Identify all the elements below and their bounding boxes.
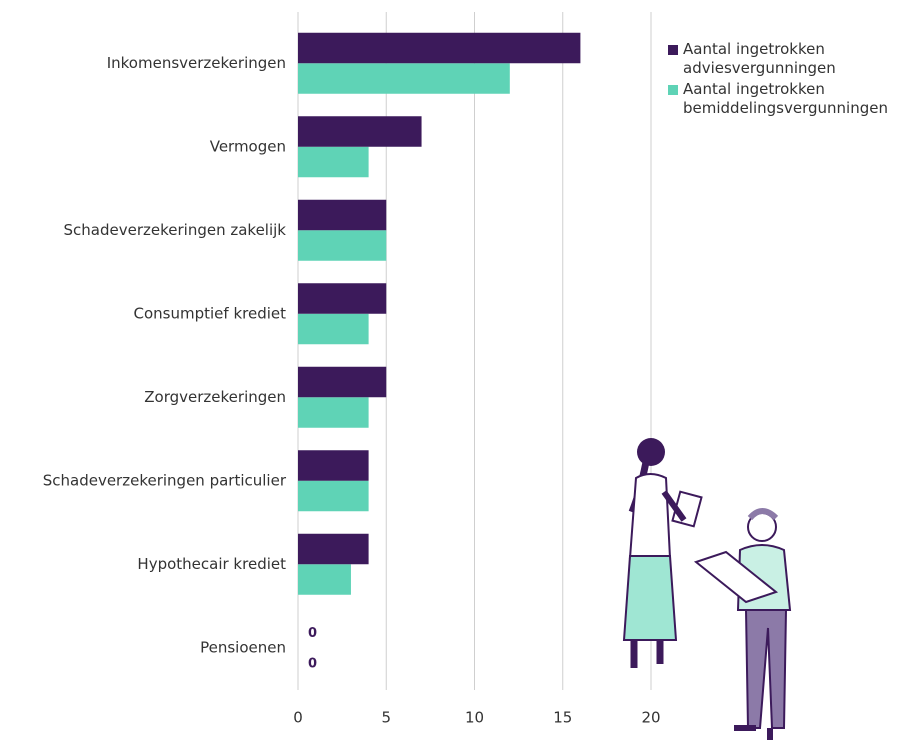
bar <box>298 116 422 147</box>
bar <box>298 146 369 178</box>
y-tick-label: Schadeverzekeringen zakelijk <box>64 221 287 239</box>
bar <box>298 480 369 512</box>
bar <box>298 230 387 261</box>
legend-label: Aantal ingetrokken bemiddelingsvergunnin… <box>683 80 888 117</box>
bar <box>298 564 351 595</box>
bar <box>298 199 387 231</box>
y-tick-label: Consumptief krediet <box>134 304 287 322</box>
bar <box>298 533 369 565</box>
bar <box>298 283 387 314</box>
bar <box>298 397 369 428</box>
x-tick-label: 0 <box>293 709 303 727</box>
value-label: 0 <box>308 626 317 641</box>
bar <box>298 450 369 481</box>
legend-item: Aantal ingetrokken adviesvergunningen <box>668 40 918 78</box>
x-tick-label: 5 <box>381 709 391 727</box>
legend: Aantal ingetrokken adviesvergunningen Aan… <box>668 40 918 120</box>
bar <box>298 32 581 64</box>
legend-label: Aantal ingetrokken adviesvergunningen <box>683 40 836 77</box>
value-label: 0 <box>308 657 317 672</box>
y-tick-label: Zorgverzekeringen <box>144 388 286 406</box>
legend-swatch <box>668 85 678 95</box>
bar <box>298 366 387 398</box>
x-tick-label: 20 <box>641 709 660 727</box>
bar <box>298 313 369 345</box>
legend-item: Aantal ingetrokken bemiddelingsvergunnin… <box>668 80 918 118</box>
y-tick-label: Hypothecair krediet <box>137 555 286 573</box>
x-tick-label: 15 <box>553 709 572 727</box>
y-tick-label: Schadeverzekeringen particulier <box>43 471 287 489</box>
legend-swatch <box>668 45 678 55</box>
illustration <box>622 438 792 740</box>
y-tick-label: Vermogen <box>210 137 286 155</box>
y-tick-label: Pensioenen <box>200 638 286 656</box>
y-tick-label: Inkomensverzekeringen <box>107 54 286 72</box>
x-tick-label: 10 <box>465 709 484 727</box>
bar <box>298 63 510 94</box>
